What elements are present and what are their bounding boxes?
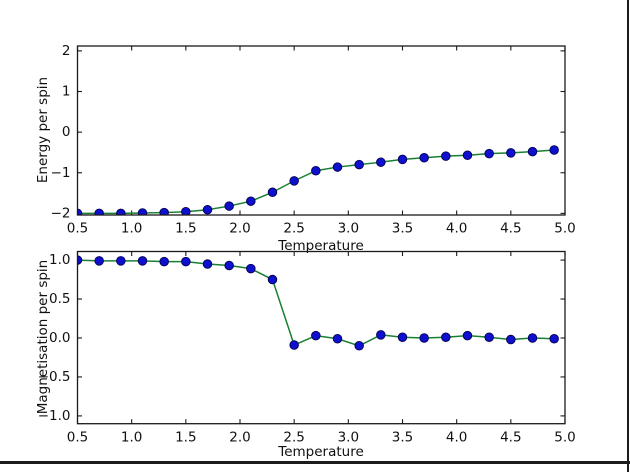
axes-frame bbox=[76, 250, 566, 425]
x-tick-label: 2.5 bbox=[283, 429, 304, 445]
data-point bbox=[289, 176, 299, 186]
x-tick-label: 1.5 bbox=[175, 429, 196, 445]
data-point bbox=[484, 332, 494, 342]
y-tick-label: 2 bbox=[62, 43, 71, 59]
data-point bbox=[267, 274, 278, 285]
data-point bbox=[137, 208, 148, 215]
x-tick-label: 4.5 bbox=[500, 221, 521, 237]
x-tick-label: 5.0 bbox=[554, 221, 575, 237]
data-point bbox=[181, 256, 191, 267]
y-tick-label: 1.0 bbox=[49, 252, 70, 268]
data-point bbox=[549, 145, 559, 155]
data-point bbox=[484, 148, 494, 159]
data-point bbox=[159, 207, 169, 215]
y-tick-label: −1.0 bbox=[38, 408, 71, 424]
data-point bbox=[441, 332, 451, 342]
data-point bbox=[527, 333, 538, 343]
x-tick-label: 4.0 bbox=[446, 221, 467, 237]
data-point bbox=[94, 256, 104, 266]
data-point bbox=[332, 162, 343, 172]
data-point bbox=[202, 204, 213, 215]
data-point bbox=[397, 332, 408, 342]
x-tick-label: 0.5 bbox=[67, 221, 88, 237]
x-tick-label: 3.0 bbox=[338, 221, 359, 237]
data-point bbox=[116, 256, 126, 266]
data-point bbox=[77, 255, 83, 265]
x-tick-label: 3.5 bbox=[392, 429, 413, 445]
x-tick-label: 4.5 bbox=[500, 429, 521, 445]
y-tick-label: 0.0 bbox=[49, 330, 70, 346]
x-tick-label: 1.0 bbox=[121, 429, 142, 445]
data-point bbox=[289, 340, 299, 350]
y-tick-label: −2 bbox=[51, 205, 71, 221]
data-point bbox=[116, 208, 126, 215]
data-point bbox=[506, 334, 516, 345]
axes-frame bbox=[76, 45, 566, 216]
data-point bbox=[462, 150, 473, 161]
x-tick-label: 1.0 bbox=[121, 221, 142, 237]
data-point bbox=[397, 154, 408, 165]
data-point bbox=[202, 259, 213, 269]
data-point bbox=[267, 187, 278, 197]
x-tick-label: 1.5 bbox=[175, 221, 196, 237]
data-point bbox=[549, 334, 559, 344]
data-point bbox=[527, 146, 538, 157]
y-tick-label: 0 bbox=[62, 124, 71, 140]
energy-subplot: 0.5 1.0 1.5 2.0 2.5 3.0 3.5 4.0 4.5 5.0 2 1 0 −1 −2 bbox=[51, 43, 576, 237]
data-point bbox=[419, 152, 429, 163]
data-line bbox=[77, 149, 555, 215]
x-tick-label: 4.0 bbox=[446, 429, 467, 445]
data-point bbox=[354, 159, 364, 170]
y-tick-label: 0.5 bbox=[49, 291, 70, 307]
data-point bbox=[376, 157, 386, 167]
data-point bbox=[94, 208, 104, 215]
data-point bbox=[137, 256, 148, 266]
magnetisation-subplot: 0.5 1.0 1.5 2.0 2.5 3.0 3.5 4.0 4.5 5.0 1.0 0.5 0.0 −… bbox=[38, 250, 576, 445]
data-point bbox=[77, 208, 83, 215]
temperature-x-axis-label-top: Temperature bbox=[278, 238, 364, 254]
x-tick-label: 0.5 bbox=[67, 429, 88, 445]
data-point bbox=[376, 330, 386, 340]
data-point bbox=[332, 334, 343, 344]
data-point bbox=[311, 330, 321, 341]
x-tick-label: 2.0 bbox=[229, 221, 250, 237]
data-point bbox=[246, 196, 256, 206]
y-tick-label: −1 bbox=[51, 165, 71, 181]
x-tick-label: 5.0 bbox=[554, 429, 575, 445]
x-tick-label: 3.0 bbox=[338, 429, 359, 445]
temperature-x-axis-label-bottom: Temperature bbox=[278, 444, 364, 460]
data-point bbox=[311, 165, 321, 176]
data-point bbox=[462, 330, 473, 341]
window-edge-bottom bbox=[0, 461, 630, 464]
data-point bbox=[506, 148, 516, 158]
y-tick-label: −0.5 bbox=[38, 369, 71, 385]
data-point bbox=[224, 260, 234, 271]
data-point bbox=[354, 341, 364, 351]
data-point bbox=[159, 256, 169, 267]
data-point bbox=[224, 201, 234, 211]
y-tick-label: 1 bbox=[62, 84, 71, 100]
window-edge-right bbox=[627, 0, 629, 472]
data-point bbox=[246, 263, 256, 274]
data-point bbox=[419, 333, 429, 343]
data-point bbox=[441, 151, 451, 161]
x-tick-label: 2.0 bbox=[229, 429, 250, 445]
data-point bbox=[181, 207, 191, 215]
x-tick-label: 3.5 bbox=[392, 221, 413, 237]
x-tick-label: 2.5 bbox=[283, 221, 304, 237]
